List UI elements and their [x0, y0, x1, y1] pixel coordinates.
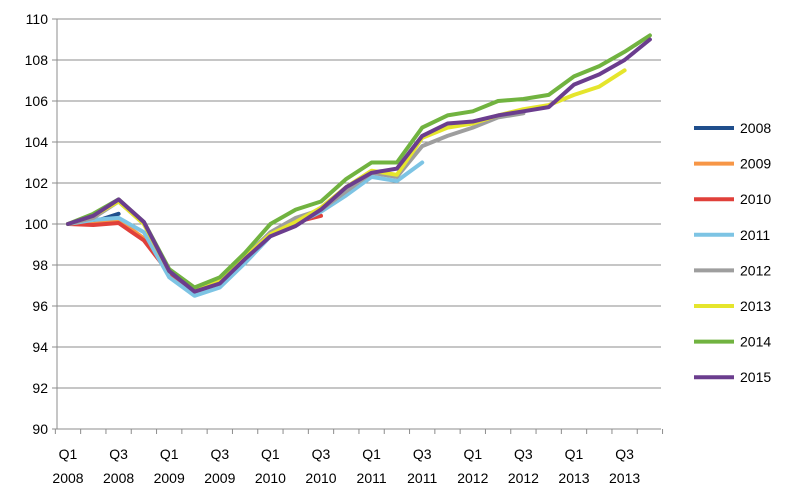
x-tick-quarter: Q3	[615, 446, 634, 462]
x-tick-year: 2011	[357, 470, 387, 486]
legend-entry-2010: 2010	[694, 191, 771, 207]
x-tick-quarter: Q1	[261, 446, 280, 462]
y-tick-label: 98	[32, 257, 48, 273]
y-tick-label: 104	[25, 134, 49, 150]
legend-label: 2014	[740, 334, 771, 350]
gridlines	[57, 18, 661, 430]
x-tick-quarter: Q3	[109, 446, 128, 462]
legend-label: 2012	[740, 262, 771, 278]
x-tick-year: 2008	[103, 470, 134, 486]
series-lines	[66, 33, 652, 298]
x-tick-year: 2010	[305, 470, 336, 486]
x-tick-quarter: Q3	[312, 446, 331, 462]
series-line-2011	[66, 160, 425, 298]
y-tick-label: 108	[25, 52, 49, 68]
series-line-2015	[66, 37, 652, 294]
legend-label: 2010	[740, 191, 771, 207]
legend-entry-2011: 2011	[694, 227, 770, 243]
legend-label: 2011	[740, 227, 770, 243]
legend-entry-2015: 2015	[694, 369, 771, 385]
x-tick-year: 2012	[457, 470, 488, 486]
y-tick-label: 100	[25, 216, 49, 232]
legend-label: 2008	[740, 120, 771, 136]
x-tick-year: 2013	[558, 470, 589, 486]
y-tick-label: 110	[26, 11, 49, 27]
x-tick-year: 2009	[204, 470, 235, 486]
legend-entry-2013: 2013	[694, 298, 771, 314]
legend-label: 2009	[740, 156, 771, 172]
legend-entry-2009: 2009	[694, 156, 771, 172]
y-tick-label: 102	[25, 175, 49, 191]
y-tick-label: 92	[32, 380, 48, 396]
x-tick-year: 2012	[508, 470, 539, 486]
legend-entry-2008: 2008	[694, 120, 771, 136]
legend-label: 2015	[740, 369, 771, 385]
x-tick-quarter: Q1	[59, 446, 78, 462]
y-tick-label: 96	[32, 298, 48, 314]
legend-entry-2014: 2014	[694, 334, 771, 350]
x-tick-quarter: Q1	[565, 446, 584, 462]
legend-entry-2012: 2012	[694, 262, 771, 278]
legend-label: 2013	[740, 298, 771, 314]
x-axis: Q1 2008 Q3 2008 Q1 2009 Q3 2009 Q1 2010 Q3 2010 Q1 20…	[52, 429, 664, 486]
x-tick-year: 2013	[609, 470, 640, 486]
legend: 2008 2009 2010 2011 2012 2013 2014 2015	[694, 120, 771, 385]
x-tick-quarter: Q3	[514, 446, 533, 462]
x-tick-quarter: Q1	[463, 446, 482, 462]
x-tick-quarter: Q3	[210, 446, 229, 462]
x-tick-year: 2010	[255, 470, 286, 486]
x-tick-quarter: Q1	[160, 446, 179, 462]
x-tick-quarter: Q1	[362, 446, 381, 462]
x-tick-year: 2008	[52, 470, 83, 486]
x-tick-year: 2011	[407, 470, 437, 486]
y-tick-label: 90	[32, 421, 48, 437]
y-axis: 90 92 94 96 98 100 102 104 106 108 110	[25, 11, 58, 437]
y-tick-label: 94	[32, 339, 48, 355]
x-tick-quarter: Q3	[413, 446, 432, 462]
series-line-2012	[66, 111, 526, 292]
x-tick-year: 2009	[154, 470, 185, 486]
y-tick-label: 106	[25, 93, 49, 109]
